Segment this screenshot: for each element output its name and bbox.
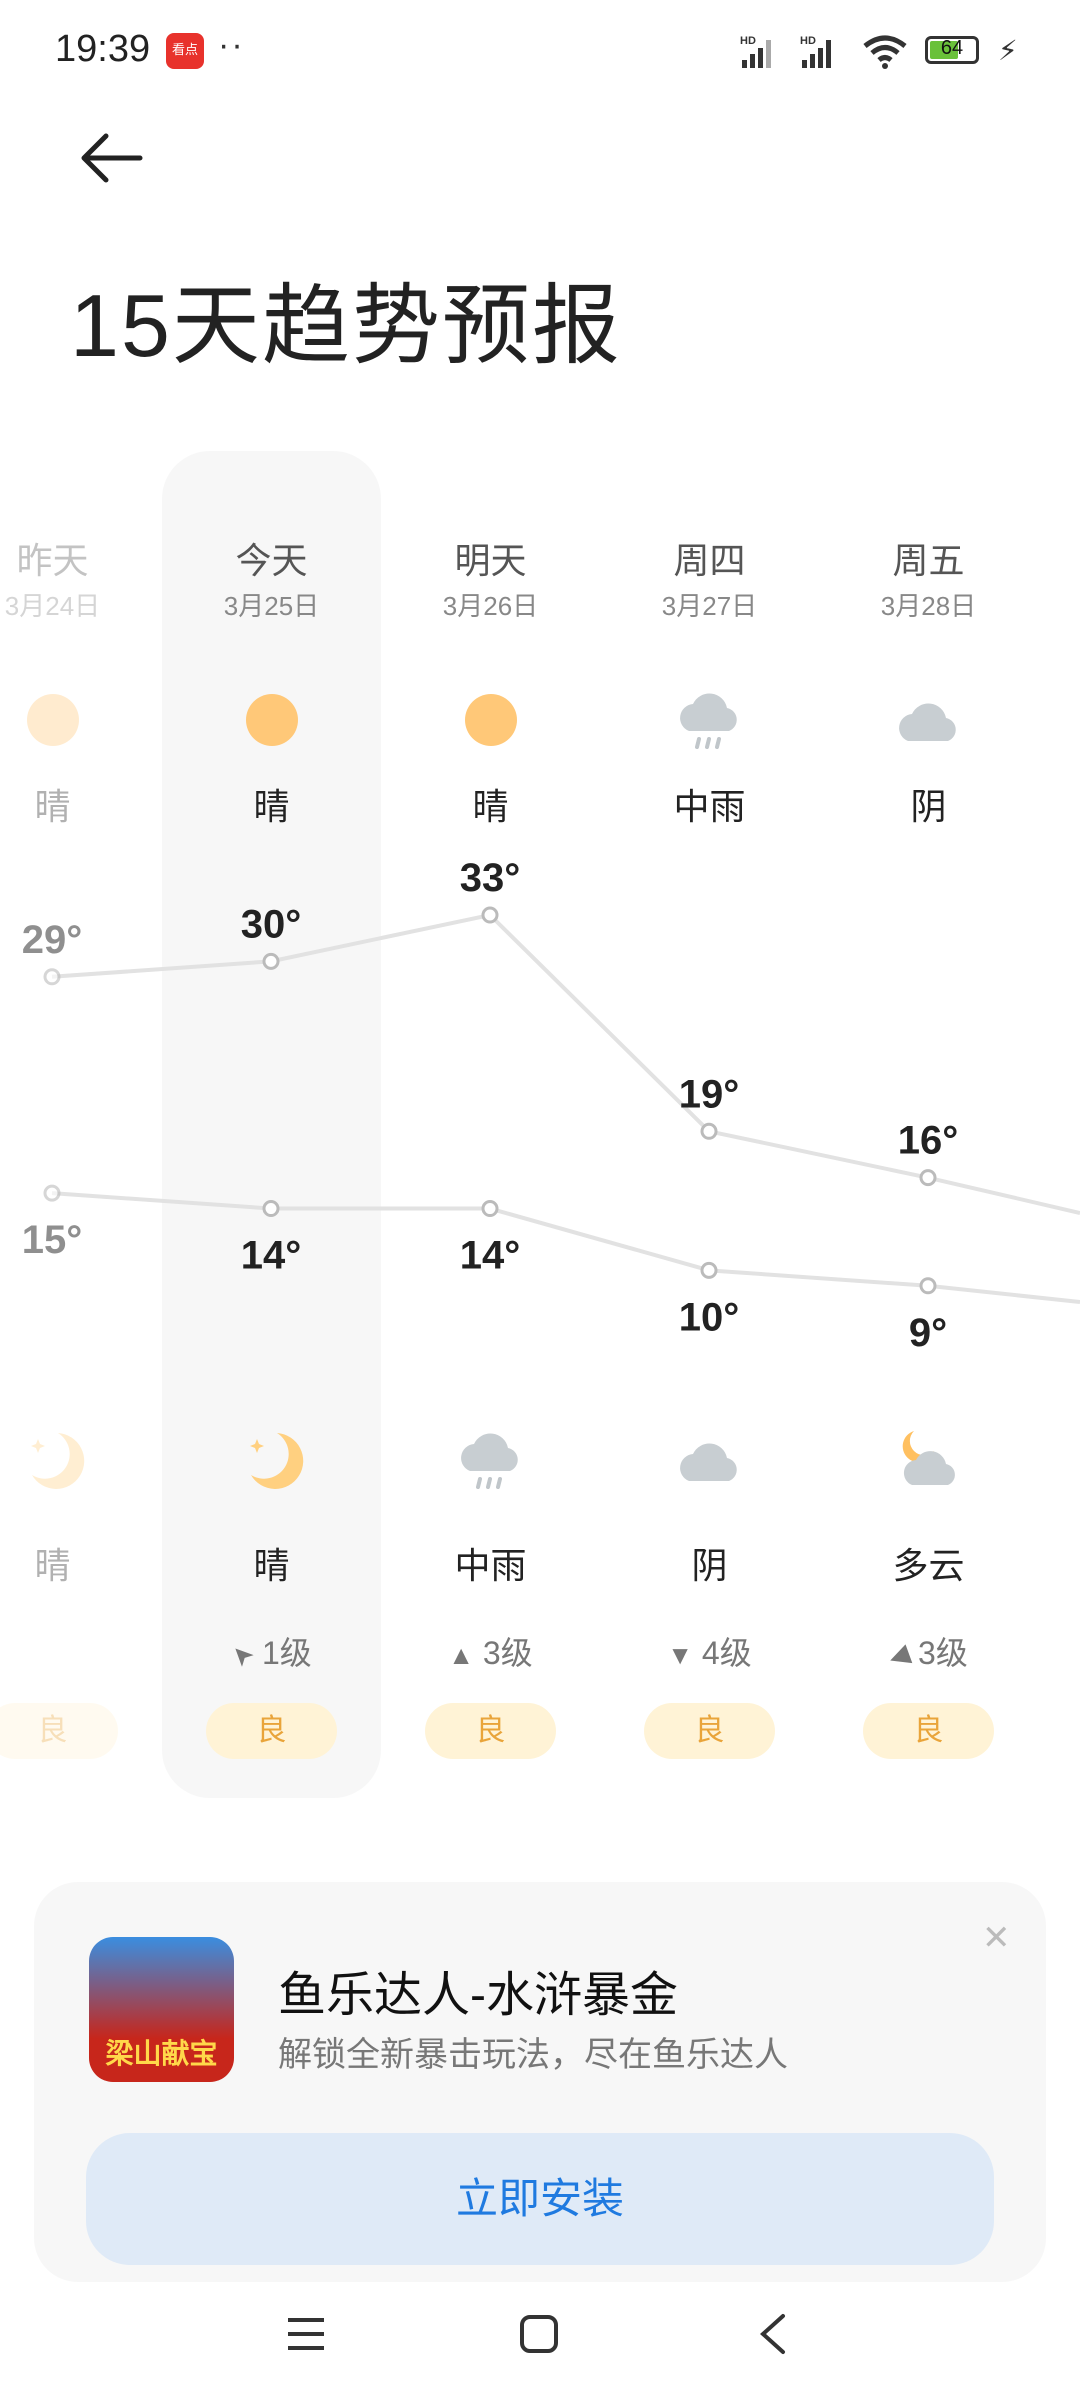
forecast-day-0[interactable]: 昨天 3月24日 晴 晴 良 [0,0,162,1800]
cloud-icon [898,703,956,741]
high-temp-label: 33° [460,856,521,900]
night-condition: 多云 [892,1545,965,1586]
wind-text: 3级 [918,1635,968,1671]
day-condition: 晴 [253,786,290,827]
high-temp-point [43,968,61,986]
temperature-chart: 29° 30° 33° 19° 16° 15° 14° 14° 10° 9° [22,856,1080,1355]
battery-level: 64 [940,37,964,59]
rain-icon [679,693,737,749]
day-name: 明天 [454,540,527,581]
low-temp-label: 10° [679,1295,740,1339]
night-condition: 中雨 [454,1545,527,1586]
status-time: 19:39 [55,28,151,70]
sun-icon [245,694,298,746]
day-condition: 晴 [34,786,71,827]
forecast-day-2[interactable]: 明天 3月26日 晴 中雨 ▲ 3级 良 [381,0,600,1800]
high-temp-label: 30° [241,902,302,946]
high-temp-point [481,906,499,924]
night-condition: 晴 [253,1545,290,1586]
day-date: 3月27日 [661,591,758,621]
wifi-icon [863,35,907,69]
low-temp-label: 14° [241,1234,302,1278]
day-condition: 阴 [910,786,947,827]
hd-signal-icon: HD [800,35,831,68]
low-temp-point [700,1261,718,1279]
sun-icon [26,694,79,746]
back-icon[interactable] [757,2312,789,2356]
day-name: 昨天 [16,540,89,581]
night-condition: 晴 [34,1545,71,1586]
ad-icon-text: 梁山献宝 [105,2038,218,2069]
day-name: 今天 [235,540,308,581]
low-temp-point [481,1200,499,1218]
wind-level: ◀ 3级 [819,1628,1038,1674]
high-temp-line [51,912,1080,1215]
ad-title[interactable]: 鱼乐达人-水浒暴金 [278,1969,678,2022]
night-condition: 阴 [691,1545,728,1586]
day-condition: 晴 [472,786,509,827]
moon-icon [249,1433,303,1489]
ad-subtitle: 解锁全新暴击玩法，尽在鱼乐达人 [278,2036,788,2074]
day-date: 3月28日 [880,591,977,621]
app-notification-icon: 看点 [166,33,204,69]
forecast-day-1[interactable]: 今天 3月25日 晴 晴 ➤ 1级 良 [162,0,381,1800]
back-arrow-icon[interactable] [78,130,144,186]
partly-cloudy-night-icon [902,1431,955,1485]
rain-icon [460,1433,518,1489]
aqi-badge: 良 [644,1703,775,1759]
wind-text: 1级 [261,1635,312,1671]
day-name: 周五 [892,540,965,581]
day-condition: 中雨 [673,786,746,827]
low-temp-point [43,1184,61,1202]
low-temp-label: 14° [460,1234,521,1278]
wind-text: 4级 [701,1635,752,1671]
low-temp-label: 9° [909,1311,947,1355]
aqi-badge: 良 [0,1703,118,1759]
home-icon[interactable] [519,2314,559,2354]
wind-level: ➤ 1级 [162,1628,381,1674]
high-temp-label: 29° [22,918,83,962]
wind-direction-icon: ▲ [448,1640,475,1670]
low-temp-point [262,1200,280,1218]
svg-text:HD: HD [800,35,816,47]
more-notifications-icon: ·· [218,26,245,64]
page-title: 15天趋势预报 [70,276,622,375]
aqi-badge: 良 [863,1703,994,1759]
svg-text:HD: HD [740,35,756,47]
day-name: 周四 [673,540,746,581]
wind-level: ▲ 3级 [381,1628,600,1674]
day-date: 3月25日 [223,591,320,621]
status-bar: 19:39 看点 ·· HD HD 64 ⚡ [0,0,1080,100]
charging-icon: ⚡ [998,35,1018,66]
close-icon[interactable]: ✕ [982,1919,1011,1957]
low-temp-point [919,1277,937,1295]
high-temp-point [700,1122,718,1140]
high-temp-label: 16° [898,1119,959,1163]
high-temp-point [919,1169,937,1187]
wind-text: 3级 [482,1635,533,1671]
sun-icon [464,694,517,746]
high-temp-point [262,952,280,970]
menu-icon[interactable] [286,2314,326,2354]
low-temp-label: 15° [22,1218,83,1262]
day-date: 3月24日 [4,591,101,621]
forecast-day-3[interactable]: 周四 3月27日 中雨 阴 ▼ 4级 良 [600,0,819,1800]
cloud-icon [679,1443,737,1481]
wind-direction-icon: ▼ [667,1640,694,1670]
install-button[interactable]: 立即安装 [86,2133,994,2265]
today-highlight [162,451,381,1798]
wind-level: ▼ 4级 [600,1628,819,1674]
moon-icon [30,1433,84,1489]
hd-signal-icon: HD [740,35,771,68]
aqi-badge: 良 [425,1703,556,1759]
low-temp-line [51,1191,1080,1304]
high-temp-label: 19° [679,1072,740,1116]
day-date: 3月26日 [442,591,539,621]
ad-app-icon[interactable]: 梁山献宝 [89,1937,234,2082]
forecast-day-4[interactable]: 周五 3月28日 阴 多云 ◀ 3级 良 [819,0,1038,1800]
aqi-badge: 良 [206,1703,337,1759]
battery-icon: 64 [925,36,979,64]
navigation-bar [0,2282,1080,2400]
